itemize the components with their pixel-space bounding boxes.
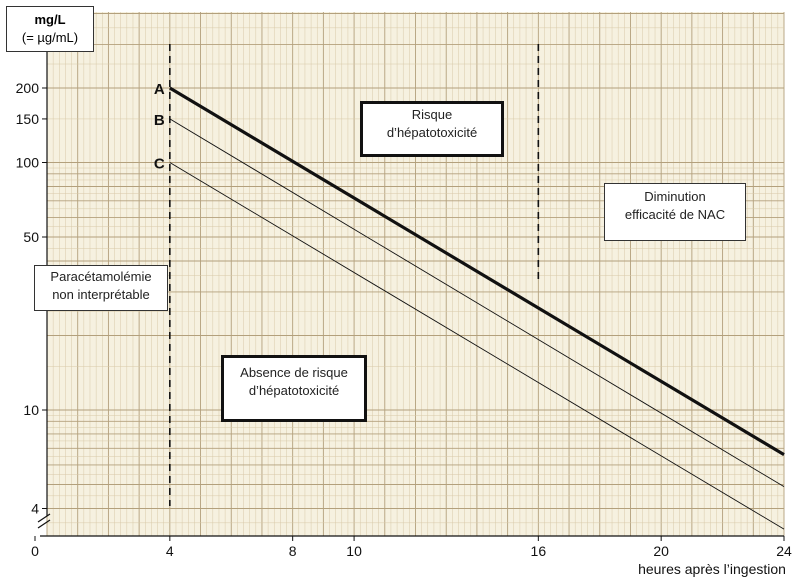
x-tick-label: 0 (31, 543, 39, 559)
series-lines (169, 86, 785, 530)
series-labels: AB C (154, 81, 165, 173)
no-risk-box: Absence de risque d’hépatotoxicité (221, 355, 367, 422)
x-tick-label: 8 (289, 543, 297, 559)
nac-line-2: efficacité de NAC (624, 207, 726, 222)
y-unit-sub: (= µg/mL) (21, 30, 79, 45)
y-tick-label: 100 (16, 155, 40, 171)
uninterpretable-line-1: Paracétamolémie (50, 269, 152, 284)
risk-line-2: d’hépatotoxicité (386, 125, 478, 140)
tick-labels: 0 4 8 10 16 20 24 4 10 50 100 150 200 (16, 80, 792, 559)
x-tick-label: 20 (653, 543, 669, 559)
uninterpretable-line-2: non interprétable (52, 287, 150, 302)
series-line-c (169, 162, 785, 530)
axes (34, 12, 785, 541)
y-tick-label: 4 (31, 500, 39, 516)
x-tick-label: 4 (166, 543, 174, 559)
series-line-b (169, 118, 785, 488)
series-label-c: C (154, 156, 165, 173)
y-tick-label: 150 (16, 111, 40, 127)
nac-line-1: Diminution (644, 189, 706, 204)
no-risk-line-2: d’hépatotoxicité (248, 383, 340, 398)
x-axis-label: heures après l’ingestion (638, 561, 786, 577)
y-tick-label: 10 (23, 402, 39, 418)
no-risk-line-1: Absence de risque (240, 365, 348, 380)
risk-box: Risque d’hépatotoxicité (360, 101, 504, 157)
series-label-b: B (154, 112, 165, 129)
y-tick-label: 50 (23, 229, 39, 245)
series-label-a: A (154, 81, 165, 98)
x-tick-label: 16 (531, 543, 547, 559)
x-tick-label: 10 (346, 543, 362, 559)
axis-break-mark (37, 513, 51, 523)
y-unit-box: mg/L (= µg/mL) (6, 6, 94, 52)
series-line-a (169, 86, 785, 457)
y-unit-main: mg/L (34, 12, 66, 27)
x-tick-label: 24 (776, 543, 792, 559)
nac-box: Diminution efficacité de NAC (604, 183, 746, 241)
y-tick-label: 200 (16, 80, 40, 96)
uninterpretable-box: Paracétamolémie non interprétable (34, 265, 168, 311)
vertical-markers (169, 44, 540, 506)
axis-break-mark (37, 519, 51, 529)
risk-line-1: Risque (411, 107, 453, 122)
